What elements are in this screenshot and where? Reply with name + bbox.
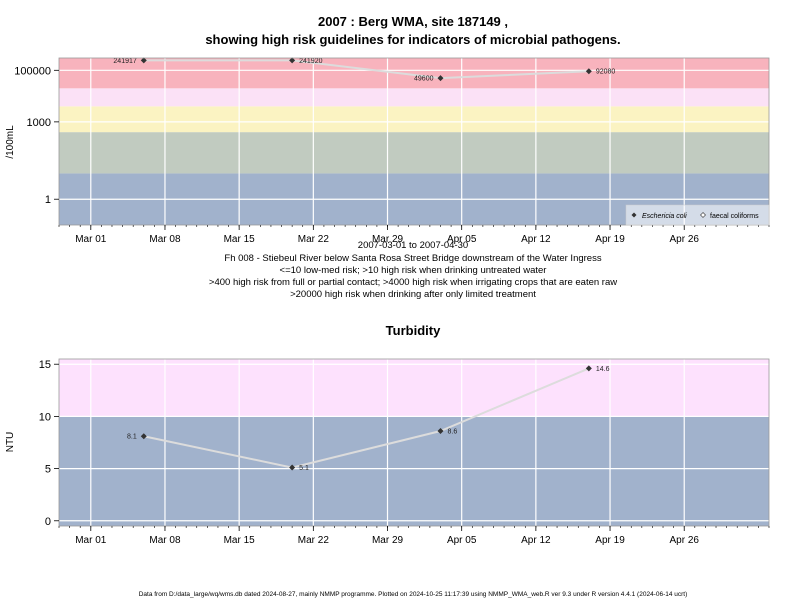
risk-band-2: [59, 359, 769, 417]
legend-ecoli-marker: [631, 212, 637, 218]
y-tick-label: 100000: [14, 65, 51, 77]
series-line: [143, 367, 590, 469]
legend-faecal-marker: [700, 212, 706, 218]
data-label: 49600: [414, 76, 434, 83]
x-tick-label: Apr 26: [669, 535, 699, 546]
y-tick-label: 1: [45, 194, 51, 206]
x-tick-label: Mar 15: [224, 234, 256, 245]
x-tick-label: Apr 26: [669, 234, 699, 245]
x-tick-label: Apr 05: [447, 535, 477, 546]
chart-1-risk-note-1: <=10 low-med risk; >10 high risk when dr…: [280, 265, 547, 276]
data-point: [289, 464, 296, 471]
x-tick-label: Mar 29: [372, 234, 404, 245]
x-tick-label: Mar 22: [298, 535, 330, 546]
chart-2-y-axis-label: NTU: [5, 432, 16, 453]
x-tick-label: Mar 15: [224, 535, 256, 546]
data-point: [289, 57, 296, 64]
data-label: 8.6: [447, 429, 457, 436]
series-line: [143, 59, 589, 80]
data-label: 241920: [299, 58, 322, 65]
chart-1-risk-note-2: >400 high risk from full or partial cont…: [209, 277, 617, 288]
x-tick-label: Mar 01: [75, 234, 107, 245]
chart-1-y-axis-label: /100mL: [5, 125, 16, 159]
legend-box: [625, 204, 770, 226]
data-label: 241917: [113, 58, 136, 65]
chart-1-x-axis-label: 2007-03-01 to 2007-04-30: [358, 240, 468, 251]
y-tick-label: 1000: [27, 117, 51, 129]
data-point: [437, 428, 444, 435]
risk-band-1: [59, 416, 769, 526]
chart-1-title-line1: 2007 : Berg WMA, site 187149 ,: [318, 14, 508, 29]
x-tick-label: Apr 12: [521, 535, 551, 546]
chart-1-legend: Eschericia coli faecal coliforms: [625, 204, 770, 226]
data-label: 92080: [596, 69, 616, 76]
plot-frame: [58, 358, 770, 527]
risk-band-3: [59, 106, 769, 133]
chart-1-site-note: Fh 008 - Stiebeul River below Santa Rosa…: [224, 253, 601, 264]
x-tick-label: Apr 19: [595, 535, 625, 546]
chart-2-title: Turbidity: [386, 323, 441, 338]
data-label: 5.1: [299, 465, 309, 472]
x-tick-label: Apr 19: [595, 234, 625, 245]
plot-frame: [58, 57, 770, 226]
risk-band-5: [59, 58, 769, 89]
x-tick-label: Mar 01: [75, 535, 107, 546]
y-tick-label: 0: [45, 516, 51, 528]
data-label: 14.6: [596, 366, 610, 373]
risk-band-4: [59, 88, 769, 107]
x-tick-label: Apr 05: [447, 234, 477, 245]
chart-1-plot-area: 241917 241920 49600 92080 Mar 01 Mar 08 Mar 1…: [14, 57, 770, 245]
data-point: [437, 75, 444, 82]
data-label: 8.1: [127, 434, 137, 441]
risk-band-2: [59, 132, 769, 174]
footer-note: Data from D:/data_large/wq/wms.db dated …: [139, 591, 688, 598]
x-tick-label: Mar 08: [149, 535, 181, 546]
y-tick-label: 5: [45, 464, 51, 476]
legend-faecal-label: faecal coliforms: [710, 213, 759, 220]
chart-2-plot-area: 8.1 5.1 8.6 14.6 Mar 01 Mar 08 Mar 15 Mar 22 Ma…: [39, 358, 770, 546]
data-point: [585, 365, 592, 372]
data-point: [585, 68, 592, 75]
x-tick-label: Mar 08: [149, 234, 181, 245]
chart-1-risk-note-3: >20000 high risk when drinking after onl…: [290, 289, 536, 300]
x-tick-label: Mar 22: [298, 234, 330, 245]
chart-1-title-line2: showing high risk guidelines for indicat…: [205, 32, 620, 47]
x-tick-label: Mar 29: [372, 535, 404, 546]
data-point: [140, 433, 147, 440]
legend-ecoli-label: Eschericia coli: [642, 213, 687, 220]
data-point: [140, 57, 147, 64]
x-tick-label: Apr 12: [521, 234, 551, 245]
y-tick-label: 10: [39, 411, 51, 423]
y-tick-label: 15: [39, 359, 51, 371]
